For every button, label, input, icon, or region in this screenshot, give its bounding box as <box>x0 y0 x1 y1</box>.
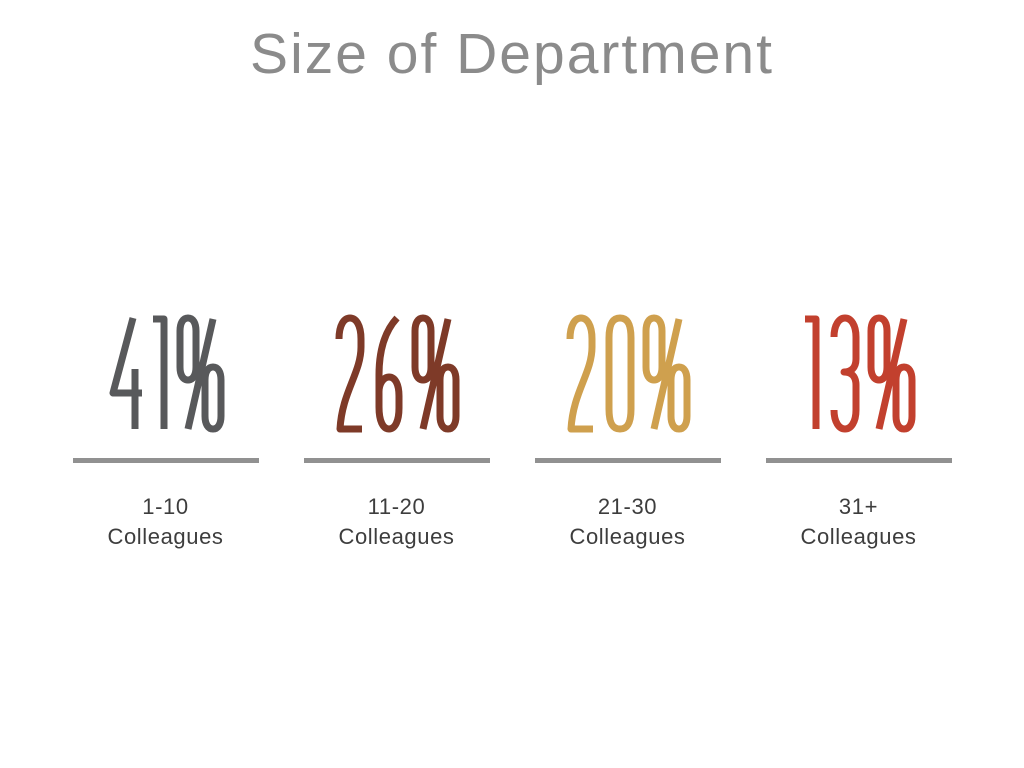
stat-value-figure <box>331 310 462 434</box>
stat-card: 31+ Colleagues <box>765 310 952 552</box>
stat-label: 11-20 Colleagues <box>338 492 454 552</box>
stat-label-range: 11-20 <box>367 494 426 519</box>
stat-label: 31+ Colleagues <box>800 492 916 552</box>
stat-value-figure <box>105 310 227 434</box>
stat-value-figure <box>562 310 693 434</box>
stat-divider-line <box>72 458 259 463</box>
stat-label-group: Colleagues <box>107 524 224 549</box>
stat-label-range: 31+ <box>838 494 879 519</box>
stat-card: 1-10 Colleagues <box>72 310 259 552</box>
stat-label: 1-10 Colleagues <box>107 492 223 552</box>
stats-row: 1-10 Colleagues 11-20 Colleagues 21-30 C… <box>0 310 1024 552</box>
stat-label: 21-30 Colleagues <box>569 492 685 552</box>
stat-card: 11-20 Colleagues <box>303 310 490 552</box>
stat-label-group: Colleagues <box>569 524 686 549</box>
stat-card: 21-30 Colleagues <box>534 310 721 552</box>
stat-label-range: 1-10 <box>142 494 189 519</box>
stat-label-group: Colleagues <box>338 524 455 549</box>
page-title: Size of Department <box>250 22 774 86</box>
stat-divider-line <box>303 458 490 463</box>
stat-label-group: Colleagues <box>800 524 917 549</box>
stat-value-figure <box>800 310 918 434</box>
stat-divider-line <box>765 458 952 463</box>
stat-divider-line <box>534 458 721 463</box>
stat-label-range: 21-30 <box>597 494 658 519</box>
